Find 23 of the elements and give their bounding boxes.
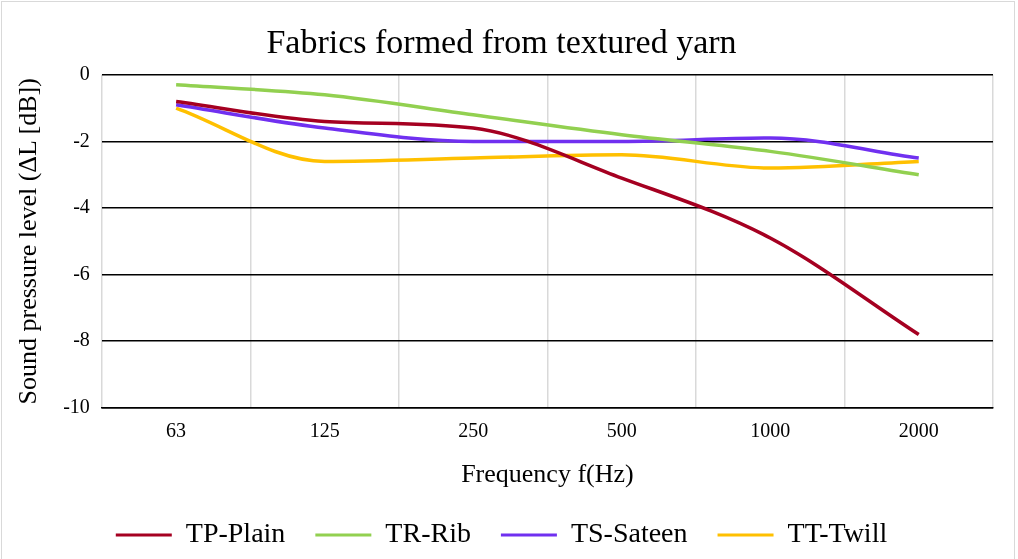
x-tick-label: 2000	[898, 419, 939, 442]
y-tick-label: -6	[73, 261, 90, 284]
x-tick-label: 125	[309, 419, 340, 442]
x-tick-label: 1000	[750, 419, 791, 442]
y-tick-label: -8	[73, 328, 90, 351]
legend-label: TR-Rib	[385, 517, 471, 549]
x-axis-title: Frequency f(Hz)	[461, 459, 634, 489]
legend-label: TS-Sateen	[570, 517, 688, 549]
line-series	[174, 99, 921, 337]
y-tick-label: -2	[73, 128, 90, 151]
y-tick-label: -4	[73, 195, 90, 218]
x-tick-label: 250	[458, 419, 489, 442]
line-series	[174, 106, 921, 170]
y-tick-label: 0	[79, 62, 90, 85]
x-tick-label: 500	[606, 419, 637, 442]
line-series	[174, 83, 921, 177]
y-axis-title: Sound pressure level (ΔL [dB])	[13, 78, 43, 405]
y-tick-label: -10	[63, 395, 90, 418]
legend-label: TT-Twill	[787, 517, 888, 549]
legend-label: TP-Plain	[185, 517, 286, 549]
line-series	[174, 103, 921, 160]
chart-title: Fabrics formed from textured yarn	[266, 23, 737, 61]
x-tick-label: 63	[166, 419, 187, 442]
